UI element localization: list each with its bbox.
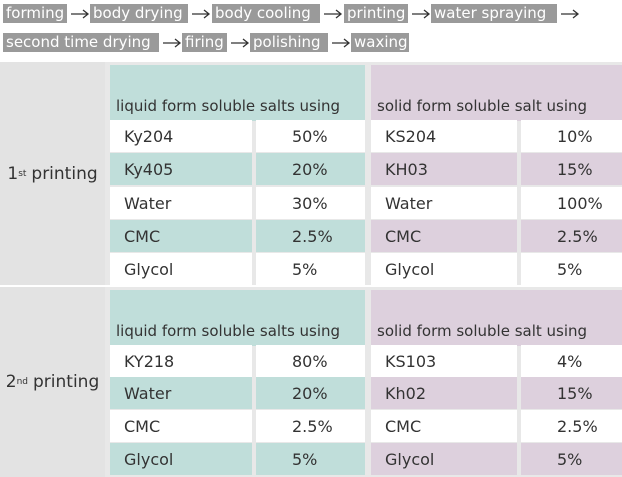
table-cell: Glycol bbox=[110, 253, 252, 285]
flow-step: body drying bbox=[90, 4, 188, 23]
table-cell: KH03 bbox=[371, 153, 517, 185]
table-cell: 15% bbox=[521, 153, 622, 185]
label-sup: st bbox=[18, 168, 27, 179]
flow-step: body cooling bbox=[212, 4, 320, 23]
label-num: 2 bbox=[5, 372, 17, 392]
table-cell: 30% bbox=[256, 187, 365, 219]
table-cell: 5% bbox=[521, 253, 622, 285]
label-num: 1 bbox=[7, 163, 19, 184]
table-cell: 5% bbox=[256, 253, 365, 285]
table-cell: 20% bbox=[256, 377, 365, 409]
arrow bbox=[324, 9, 343, 19]
arrow bbox=[71, 9, 90, 19]
table-cell: 15% bbox=[521, 377, 622, 409]
table-cell: 50% bbox=[256, 120, 365, 152]
arrow bbox=[412, 9, 431, 19]
table-cell: Ky405 bbox=[110, 153, 252, 185]
arrow bbox=[163, 38, 182, 48]
table-cell: CMC bbox=[110, 220, 252, 252]
table-cell: 80% bbox=[256, 345, 365, 377]
arrow bbox=[332, 38, 351, 48]
label-text: printing bbox=[33, 372, 100, 392]
table-cell: CMC bbox=[110, 410, 252, 442]
flow-step: forming bbox=[3, 4, 67, 23]
table-cell: 5% bbox=[256, 443, 365, 475]
left-header: liquid form soluble salts using bbox=[110, 290, 365, 346]
flow-step: polishing bbox=[250, 33, 328, 52]
flow-step: printing bbox=[344, 4, 408, 23]
table-cell: KS103 bbox=[371, 345, 517, 377]
table-cell: Glycol bbox=[110, 443, 252, 475]
table-cell: 20% bbox=[256, 153, 365, 185]
left-header: liquid form soluble salts using bbox=[110, 65, 365, 121]
table-cell: Water bbox=[110, 187, 252, 219]
table-cell: Kh02 bbox=[371, 377, 517, 409]
flow-step: waxing bbox=[351, 33, 409, 52]
table-cell: 2.5% bbox=[521, 410, 622, 442]
label-sup: nd bbox=[16, 377, 28, 387]
table-cell: 5% bbox=[521, 443, 622, 475]
table-cell: Ky204 bbox=[110, 120, 252, 152]
table-cell: Glycol bbox=[371, 253, 517, 285]
table-cell: 4% bbox=[521, 345, 622, 377]
flow-step: water spraying bbox=[431, 4, 557, 23]
flow-step: second time drying bbox=[3, 33, 159, 52]
table-cell: 2.5% bbox=[521, 220, 622, 252]
label-text: printing bbox=[31, 163, 98, 184]
right-header: solid form soluble salt using bbox=[371, 290, 622, 346]
arrow bbox=[561, 9, 580, 19]
flow-step: firing bbox=[182, 33, 227, 52]
table-cell: Water bbox=[110, 377, 252, 409]
right-header: solid form soluble salt using bbox=[371, 65, 622, 121]
table-cell: 100% bbox=[521, 187, 622, 219]
table-cell: 10% bbox=[521, 120, 622, 152]
table-cell: 2.5% bbox=[256, 220, 365, 252]
arrow bbox=[192, 9, 211, 19]
table-cell: CMC bbox=[371, 220, 517, 252]
table-cell: KY218 bbox=[110, 345, 252, 377]
table-cell: KS204 bbox=[371, 120, 517, 152]
table-cell: Water bbox=[371, 187, 517, 219]
arrow bbox=[231, 38, 250, 48]
table-cell: 2.5% bbox=[256, 410, 365, 442]
table-cell: Glycol bbox=[371, 443, 517, 475]
table-cell: CMC bbox=[371, 410, 517, 442]
